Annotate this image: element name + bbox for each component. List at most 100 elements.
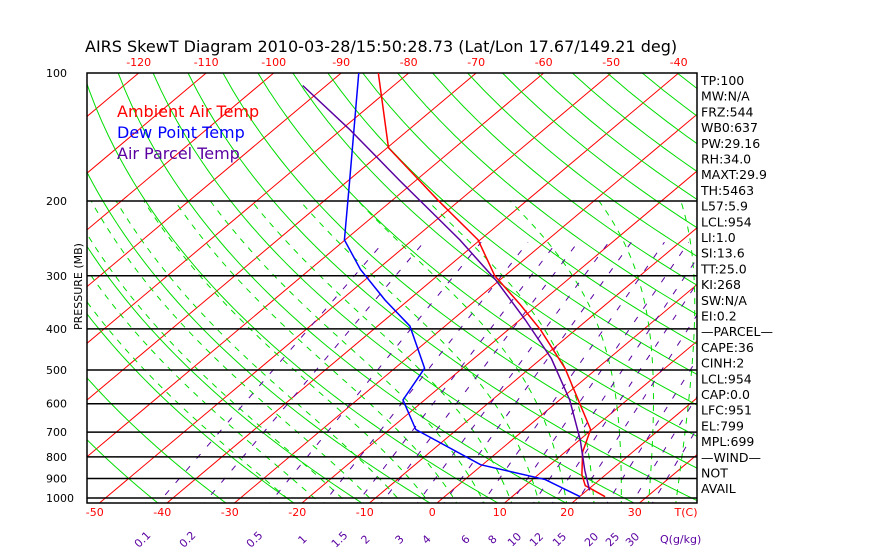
index-item: L57:5.9 <box>701 199 748 214</box>
isotherm-line <box>301 170 697 503</box>
legend: Ambient Air Temp Dew Point Temp Air Parc… <box>117 102 259 163</box>
pressure-tick-label: 1000 <box>46 492 74 505</box>
index-item: CAPE:36 <box>701 340 754 355</box>
index-item: FRZ:544 <box>701 104 754 119</box>
mixing-ratio-line <box>651 427 697 503</box>
mixing-ratio-line <box>631 395 697 503</box>
legend-dew-point-temp: Dew Point Temp <box>117 123 245 142</box>
dry-adiabat-line <box>87 377 227 503</box>
moist-adiabat-line <box>87 301 294 503</box>
isotherm-line <box>571 397 697 503</box>
pressure-tick-label: 700 <box>46 426 67 439</box>
index-item: TT:25.0 <box>700 261 747 276</box>
index-item: LCL:954 <box>701 214 752 229</box>
index-item: CAP:0.0 <box>701 387 750 402</box>
dry-adiabat-line <box>397 73 697 316</box>
dry-adiabat-line <box>292 73 697 406</box>
index-item: SW:N/A <box>701 293 747 308</box>
top-temp-tick-label: -120 <box>126 56 151 69</box>
dry-adiabat-line <box>87 439 159 503</box>
dry-adiabat-line <box>87 82 499 503</box>
plot-frame <box>86 72 698 504</box>
mixing-ratio-line <box>203 241 425 503</box>
index-item: LFC:951 <box>701 403 752 418</box>
mixing-ratio-line <box>575 314 697 503</box>
moist-adiabat-line <box>90 200 376 503</box>
moist-adiabat-line <box>509 200 622 503</box>
moist-adiabat-line <box>251 200 513 503</box>
chart-title: AIRS SkewT Diagram 2010-03-28/15:50:28.7… <box>85 37 677 56</box>
isotherm-line <box>87 73 342 288</box>
mixing-ratio-axis-label: Q(g/kg) <box>660 533 701 546</box>
index-item: MAXT:29.9 <box>701 167 767 182</box>
index-item: SI:13.6 <box>701 246 745 261</box>
isotherm-line <box>166 73 680 503</box>
top-temp-tick-label: -50 <box>602 56 620 69</box>
index-item: PW:29.16 <box>701 136 760 151</box>
index-item: —WIND— <box>701 450 761 465</box>
mixing-ratio-line <box>157 241 384 503</box>
index-item: LI:1.0 <box>701 230 736 245</box>
top-temp-tick-label: -70 <box>467 56 485 69</box>
isotherm-line <box>368 227 697 503</box>
profile-series <box>302 73 606 498</box>
stability-indices: TP:100MW:N/AFRZ:544WB0:637PW:29.16RH:34.… <box>700 73 773 496</box>
pressure-tick-label: 400 <box>46 323 67 336</box>
y-axis-label: PRESSURE (MB) <box>72 243 85 330</box>
bottom-temp-tick-label: -50 <box>86 506 104 519</box>
dry-adiabat-line <box>257 73 697 437</box>
legend-ambient-air-temp: Ambient Air Temp <box>117 102 259 121</box>
moist-adiabat-line <box>143 200 430 503</box>
x-axis-label: T(C) <box>674 506 698 519</box>
index-item: EI:0.2 <box>701 309 737 324</box>
mixing-ratio-line <box>443 241 632 503</box>
pressure-tick-label: 800 <box>46 451 67 464</box>
mixing-ratio-line <box>510 241 690 503</box>
pressure-tick-label: 600 <box>46 398 67 411</box>
dry-adiabat-line <box>187 73 697 502</box>
top-temp-tick-label: -110 <box>194 56 219 69</box>
isotherm-line <box>87 73 207 174</box>
isotherm-line <box>87 73 410 344</box>
moist-adiabat-line <box>299 200 540 503</box>
top-temp-tick-label: -80 <box>400 56 418 69</box>
top-temp-tick-label: -40 <box>670 56 688 69</box>
mixing-ratio-line <box>551 282 697 503</box>
moist-adiabat-line <box>598 200 654 503</box>
dry-adiabat-line <box>432 73 697 286</box>
dry-adiabat-line <box>327 73 697 375</box>
bottom-temp-tick-label: 10 <box>493 506 507 519</box>
isotherm-line <box>87 73 477 401</box>
index-item: MW:N/A <box>701 89 750 104</box>
index-item: —PARCEL— <box>701 324 773 339</box>
index-item: RH:34.0 <box>701 152 751 167</box>
moist-adiabat-line <box>87 268 321 503</box>
index-item: CINH:2 <box>701 356 744 371</box>
mixing-ratio-line <box>380 241 579 503</box>
bottom-temp-tick-label: 20 <box>560 506 574 519</box>
pressure-tick-label: 100 <box>46 67 67 80</box>
moist-adiabat-line <box>209 200 485 503</box>
isotherm-line <box>436 283 697 503</box>
mixing-ratio-line <box>481 241 665 503</box>
index-item: WB0:637 <box>701 120 758 135</box>
moist-adiabat-line <box>174 200 458 503</box>
dry-adiabat-line <box>87 245 363 503</box>
background-lines <box>87 73 697 503</box>
index-item: TH:5463 <box>700 183 754 198</box>
bottom-temp-tick-label: 0 <box>429 506 436 519</box>
moist-adiabat-line <box>115 200 403 503</box>
moist-adiabat-line <box>357 200 568 503</box>
top-temp-tick-label: -90 <box>332 56 350 69</box>
pressure-lines <box>86 72 698 504</box>
moist-adiabat-line <box>87 233 348 503</box>
index-item: EL:799 <box>701 418 744 433</box>
dry-adiabat-line <box>362 73 697 345</box>
dry-adiabat-line <box>467 73 697 257</box>
index-item: TP:100 <box>700 73 744 88</box>
mixing-ratio-line <box>416 241 610 503</box>
isotherm-line <box>503 340 697 503</box>
mixing-ratio-line <box>606 358 697 503</box>
